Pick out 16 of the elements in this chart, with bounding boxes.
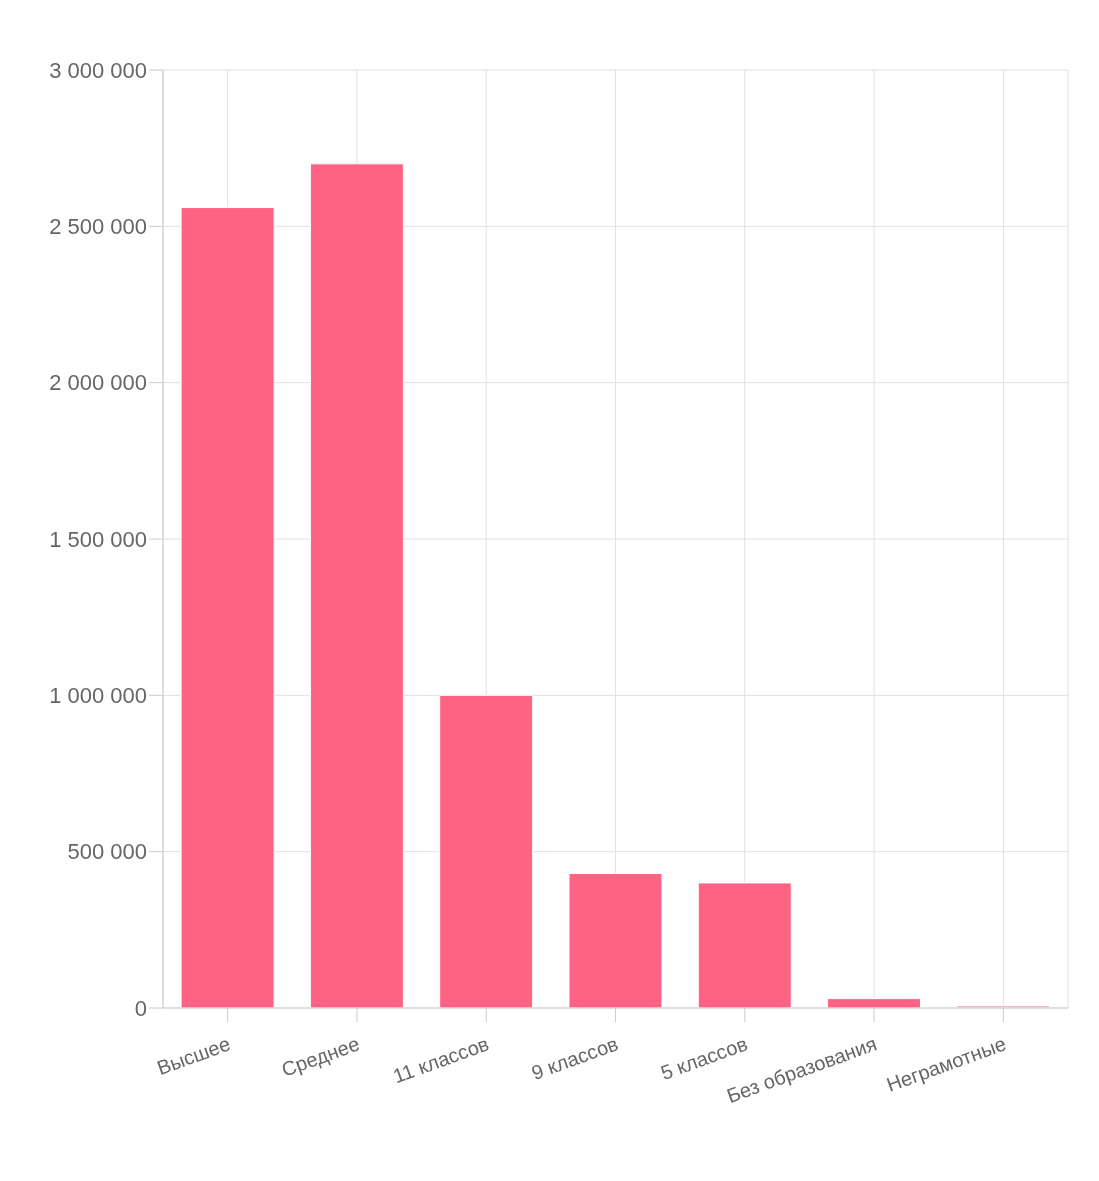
bar — [180, 207, 275, 1008]
x-tick-label: 11 классов — [390, 1032, 492, 1088]
x-tick-label: 9 классов — [528, 1032, 621, 1084]
bar — [827, 998, 922, 1008]
bar — [568, 873, 663, 1008]
bar — [697, 882, 792, 1008]
y-tick-label: 0 — [134, 995, 147, 1021]
bar — [309, 163, 404, 1008]
y-tick-label: 3 000 000 — [49, 57, 147, 83]
bar — [439, 694, 534, 1008]
y-tick-label: 1 000 000 — [49, 683, 147, 709]
y-tick-label: 1 500 000 — [49, 526, 147, 552]
y-tick-label: 2 500 000 — [49, 214, 147, 240]
y-tick-label: 2 000 000 — [49, 370, 147, 396]
x-tick-label: 5 классов — [657, 1032, 751, 1084]
y-tick-label: 500 000 — [67, 839, 147, 865]
